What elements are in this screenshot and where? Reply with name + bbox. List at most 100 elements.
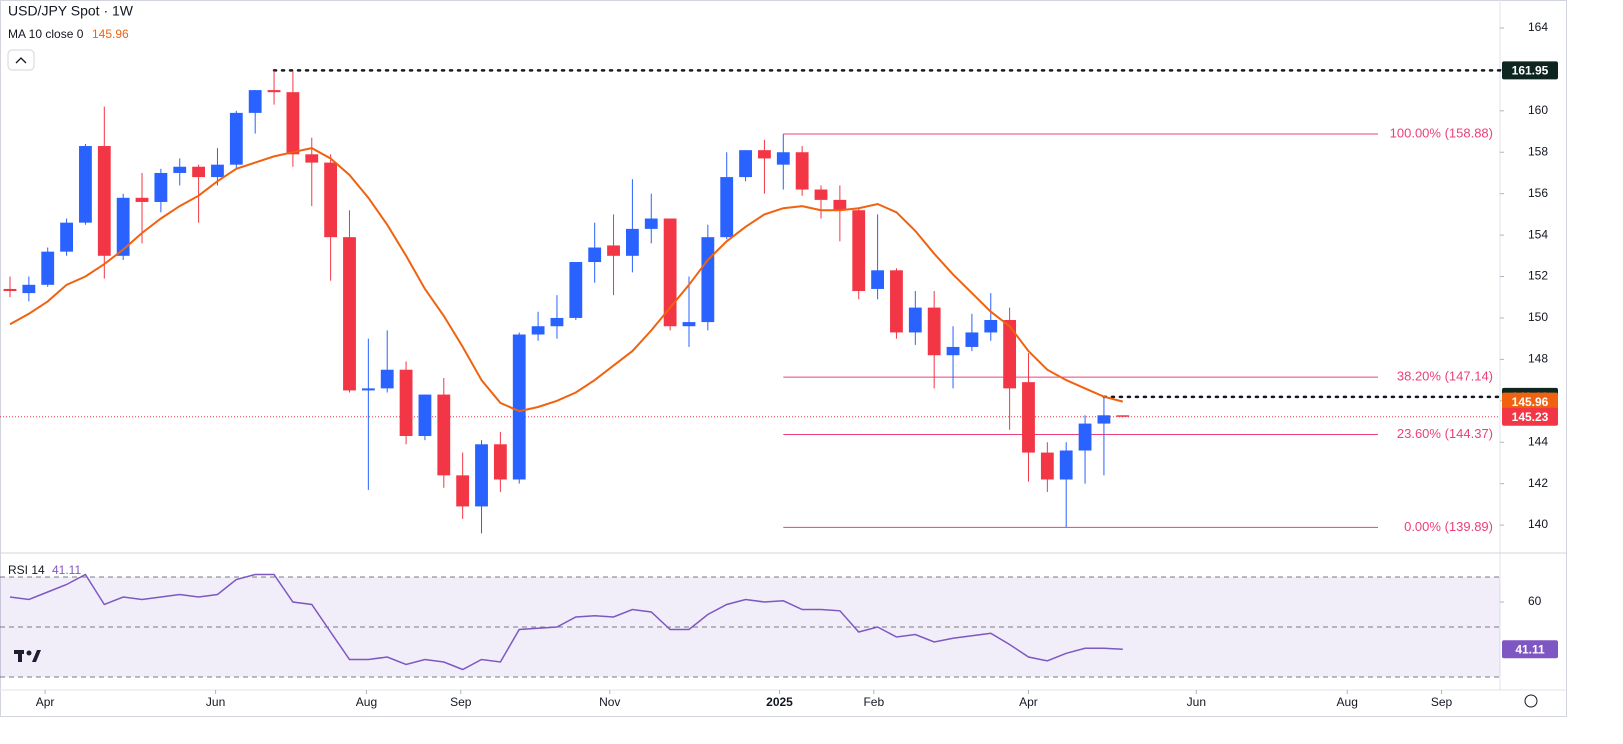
rsi-pane: 60 41.11 — [0, 573, 1558, 678]
candle-body — [380, 369, 394, 389]
candle-body — [531, 326, 545, 335]
y-tick-label: 140 — [1528, 517, 1548, 531]
candle-body — [758, 150, 771, 159]
candle-body — [437, 394, 451, 476]
candle-body — [3, 288, 17, 292]
price-badge — [1502, 61, 1558, 80]
y-tick-label: 156 — [1528, 186, 1548, 200]
candle-body — [984, 320, 998, 333]
ma-line — [9, 147, 1124, 413]
candle-body — [701, 237, 715, 323]
candle-body — [1116, 415, 1130, 417]
candle-body — [192, 166, 206, 178]
price-badge-label: 161.95 — [1512, 64, 1549, 78]
rsi-badge-label: 41.11 — [1515, 642, 1545, 656]
x-tick-label: 2025 — [766, 695, 793, 709]
x-tick-label: Jun — [1187, 695, 1206, 709]
candle-body — [286, 92, 300, 155]
candle-body — [1059, 450, 1073, 480]
candle-body — [418, 394, 432, 437]
candle-body — [720, 177, 734, 238]
fib-label: 23.60% (144.37) — [1397, 426, 1493, 441]
candle-body — [173, 166, 187, 173]
candle-body — [248, 90, 262, 113]
fib-label: 38.20% (147.14) — [1397, 369, 1493, 384]
x-tick-label: Apr — [1019, 695, 1038, 709]
candle-body — [852, 210, 866, 292]
candle-body — [908, 307, 922, 333]
y-tick-label: 142 — [1528, 476, 1548, 490]
candle-body — [475, 444, 488, 507]
rsi-value: 41.11 — [52, 563, 81, 577]
candle-body — [229, 112, 243, 165]
candle-body — [739, 150, 752, 178]
ma-value: 145.96 — [92, 27, 129, 41]
candle-body — [550, 317, 564, 327]
candle-body — [663, 218, 677, 327]
fib-label: 0.00% (139.89) — [1404, 519, 1493, 534]
candle-body — [1097, 415, 1111, 424]
x-tick-label: Feb — [863, 695, 884, 709]
collapse-button[interactable] — [7, 49, 35, 71]
collapse-icon — [15, 57, 27, 64]
x-tick-label: Sep — [1431, 695, 1453, 709]
candle-body — [79, 146, 92, 223]
price-badge-label: 145.96 — [1512, 395, 1549, 409]
candle-body — [1003, 320, 1017, 389]
y-tick-label: 144 — [1528, 434, 1548, 448]
candle-body — [324, 162, 338, 238]
y-tick-label: 148 — [1528, 352, 1548, 366]
candle-body — [682, 322, 696, 327]
x-tick-label: Nov — [599, 695, 620, 709]
x-tick-label: Aug — [1337, 695, 1358, 709]
candle-body — [493, 444, 507, 480]
chart-title: USD/JPY Spot · 1W — [8, 3, 134, 19]
candle-body — [97, 146, 111, 256]
price-pane: 140142144146148150152154156158160162164A… — [0, 20, 1558, 709]
candle-body — [154, 172, 168, 202]
candle-body — [116, 197, 130, 256]
y-tick-label: 60 — [1528, 594, 1542, 608]
fib-label: 100.00% (158.88) — [1390, 125, 1493, 140]
candle-body — [946, 346, 960, 356]
candle-body — [60, 222, 73, 252]
candle-body — [625, 228, 639, 256]
logo — [14, 650, 41, 662]
candle-body — [512, 334, 526, 480]
candle-body — [135, 197, 149, 202]
candle-body — [795, 152, 809, 190]
candle-body — [456, 475, 470, 507]
candle-body — [267, 90, 281, 93]
y-tick-label: 160 — [1528, 103, 1548, 117]
x-tick-label: Jun — [206, 695, 225, 709]
y-tick-label: 150 — [1528, 310, 1548, 324]
price-badge — [1502, 407, 1558, 426]
settings-icon[interactable] — [1524, 694, 1538, 708]
candle-body — [305, 154, 319, 163]
candle-body — [361, 388, 375, 391]
candle-body — [211, 164, 224, 178]
frame — [0, 0, 1567, 717]
candle-body — [814, 189, 828, 200]
candle-body — [22, 284, 36, 294]
rsi-title: RSI 14 — [8, 563, 45, 577]
rsi-line — [9, 573, 1123, 671]
candle-body — [927, 307, 941, 356]
candle-body — [776, 152, 790, 165]
candle-body — [588, 247, 602, 263]
y-tick-label: 154 — [1528, 227, 1548, 241]
candle-body — [890, 270, 903, 333]
price-badge-label: 145.23 — [1512, 410, 1549, 424]
candle-body — [1022, 382, 1035, 453]
candle-body — [1078, 423, 1092, 451]
candle-body — [644, 218, 658, 229]
candle-body — [41, 251, 55, 285]
candle-body — [1040, 452, 1054, 480]
candle-body — [607, 245, 620, 256]
candle-body — [833, 199, 847, 211]
candle-body — [871, 270, 885, 289]
y-tick-label: 164 — [1528, 20, 1548, 34]
y-tick-label: 158 — [1528, 144, 1548, 158]
x-tick-label: Apr — [36, 695, 55, 709]
